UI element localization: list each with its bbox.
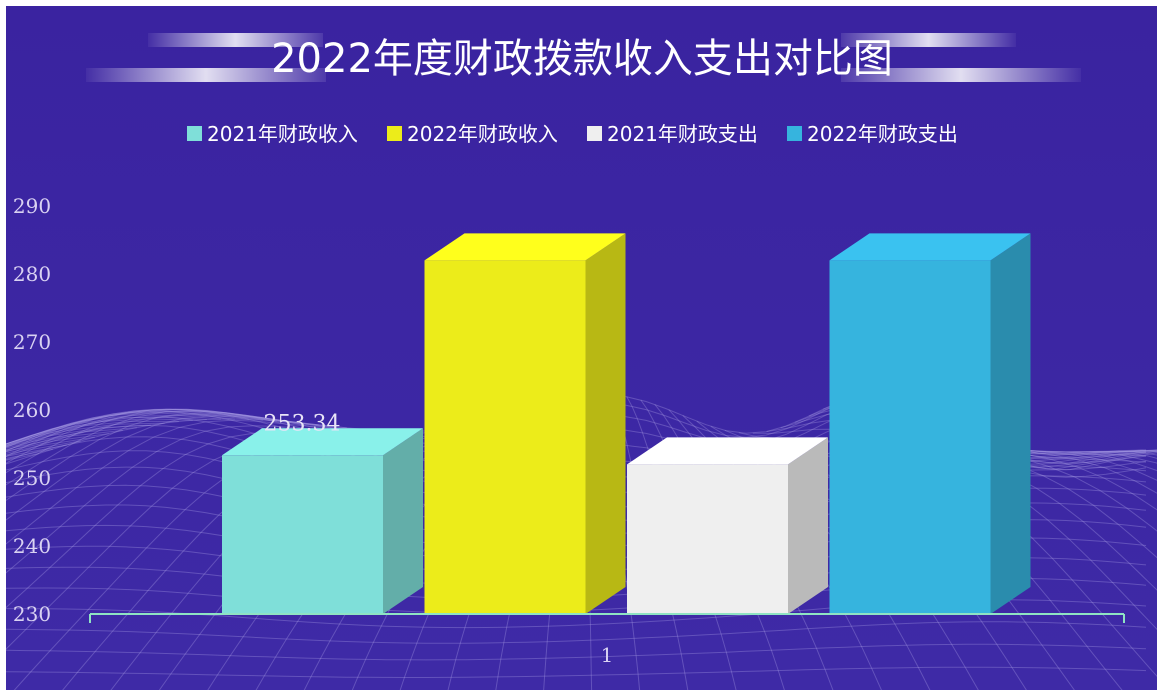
bar-top-face <box>222 428 423 456</box>
title-decoration <box>86 33 1081 82</box>
bar-front-face <box>627 464 788 614</box>
y-axis: 230 240 250 260 270 280 290 <box>13 194 51 626</box>
bar-front-face <box>829 260 991 614</box>
legend-item: 2021年财政支出 <box>587 122 758 146</box>
y-tick-label: 270 <box>13 330 51 354</box>
y-tick-label: 230 <box>13 602 51 626</box>
legend-label: 2021年财政支出 <box>607 122 758 146</box>
bar-front-face <box>222 455 383 614</box>
bar-side-face <box>585 233 626 614</box>
y-tick-label: 240 <box>13 534 51 558</box>
bar-side-face <box>788 437 828 614</box>
legend-item: 2022年财政支出 <box>787 122 958 146</box>
bars: 253.34 <box>222 233 1031 614</box>
bar <box>627 437 828 614</box>
y-tick-label: 280 <box>13 262 51 286</box>
y-tick-label: 260 <box>13 398 51 422</box>
bar: 253.34 <box>222 411 423 614</box>
legend-label: 2022年财政支出 <box>807 122 958 146</box>
legend-swatch <box>587 126 602 141</box>
bar-top-face <box>424 233 626 261</box>
x-tick-label: 1 <box>601 643 614 667</box>
legend-swatch <box>787 126 802 141</box>
bar-top-face <box>829 233 1031 261</box>
chart-title: 2022年度财政拨款收入支出对比图 <box>271 36 893 82</box>
bar-front-face <box>424 260 586 614</box>
y-tick-label: 250 <box>13 466 51 490</box>
legend-item: 2022年财政收入 <box>387 122 558 146</box>
legend: 2021年财政收入 2022年财政收入 2021年财政支出 2022年财政支出 <box>187 122 958 146</box>
x-axis: 1 <box>89 613 1125 667</box>
legend-label: 2021年财政收入 <box>207 122 358 146</box>
legend-label: 2022年财政收入 <box>407 122 558 146</box>
legend-item: 2021年财政收入 <box>187 122 358 146</box>
bar-side-face <box>383 428 423 614</box>
bar-side-face <box>990 233 1031 614</box>
bar-chart: 2022年度财政拨款收入支出对比图 2021年财政收入 2022年财政收入 2021… <box>6 6 1157 690</box>
legend-swatch <box>387 126 402 141</box>
bar <box>829 233 1031 614</box>
bar-top-face <box>627 437 828 465</box>
y-tick-label: 290 <box>13 194 51 218</box>
bar <box>424 233 626 614</box>
chart-frame: 2022年度财政拨款收入支出对比图 2021年财政收入 2022年财政收入 2021… <box>6 6 1157 690</box>
legend-swatch <box>187 126 202 141</box>
data-label: 253.34 <box>264 411 341 436</box>
